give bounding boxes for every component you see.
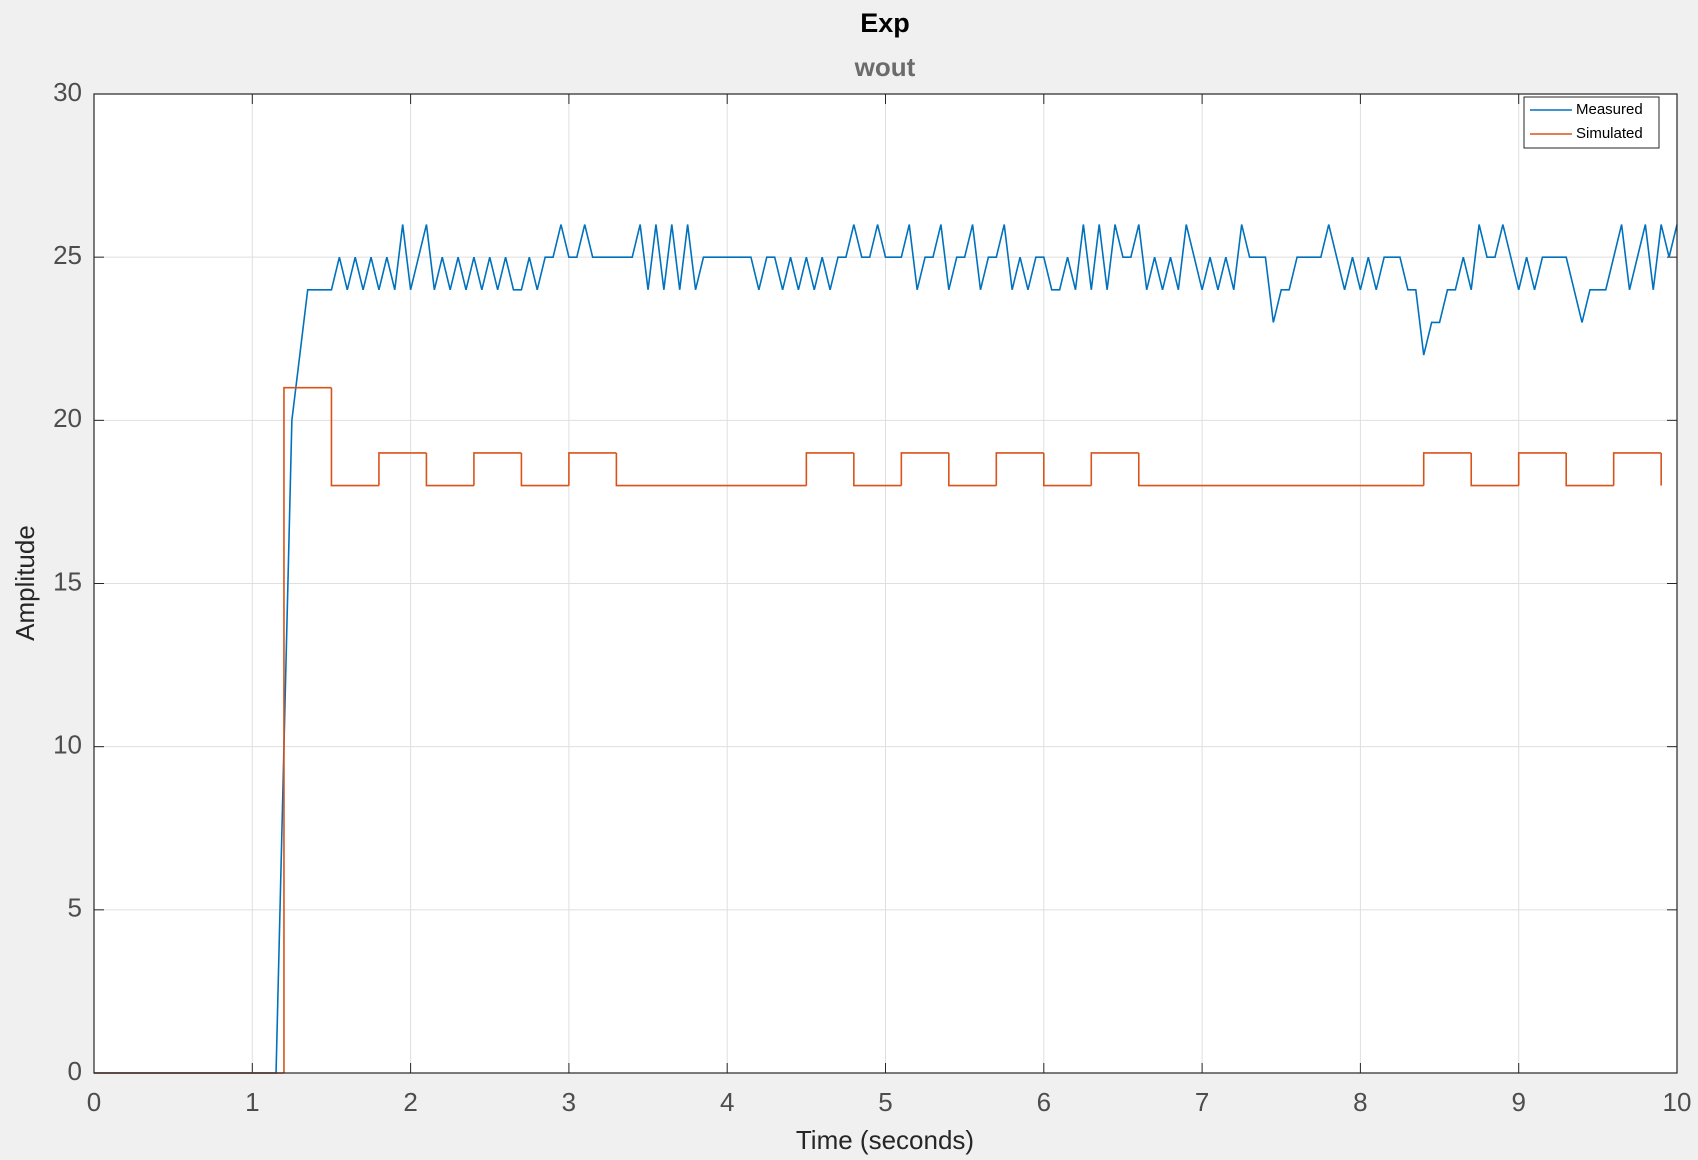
step-segment: [1090, 452, 1139, 486]
step-segment: [1470, 452, 1519, 487]
chart-title: Exp: [860, 8, 910, 38]
step-segment: [995, 452, 1044, 486]
y-tick-label: 20: [53, 403, 82, 433]
step-segment: [853, 452, 902, 487]
step-segment: [520, 452, 569, 487]
x-tick-label: 4: [720, 1087, 734, 1117]
x-tick-label: 10: [1663, 1087, 1692, 1117]
legend-label: Simulated: [1576, 125, 1643, 142]
line-series: [94, 224, 1678, 1074]
step-segment: [473, 452, 522, 486]
step-segment: [378, 452, 427, 486]
x-tick-label: 9: [1511, 1087, 1525, 1117]
axes-box: [93, 93, 1678, 1074]
step-segment: [1137, 452, 1424, 487]
y-tick-label: 5: [68, 893, 82, 923]
step-segment: [568, 452, 617, 486]
step-segment: [330, 387, 379, 487]
x-tick-label: 7: [1195, 1087, 1209, 1117]
x-tick-label: 6: [1037, 1087, 1051, 1117]
step-segment: [1043, 452, 1092, 487]
step-segment: [1422, 452, 1472, 486]
y-tick-label: 10: [53, 730, 82, 760]
x-tick-label: 5: [878, 1087, 892, 1117]
step-segment: [948, 452, 997, 487]
step-segment: [805, 452, 854, 486]
step-segment: [1612, 452, 1662, 486]
step-segment: [425, 452, 474, 487]
y-tick-label: 15: [53, 566, 82, 596]
x-tick-label: 3: [562, 1087, 576, 1117]
y-tick-label: 0: [68, 1056, 82, 1086]
x-axis-label: Time (seconds): [796, 1125, 974, 1155]
y-tick-label: 25: [53, 240, 82, 270]
step-segment: [283, 386, 332, 1073]
x-tick-label: 2: [403, 1087, 417, 1117]
legend-label: Measured: [1576, 101, 1643, 118]
legend-box: [1523, 96, 1660, 149]
step-segment: [1565, 452, 1614, 487]
y-axis-label: Amplitude: [10, 525, 40, 641]
x-tick-label: 8: [1353, 1087, 1367, 1117]
step-segment: [1517, 452, 1567, 486]
x-tick-label: 1: [245, 1087, 259, 1117]
x-tick-label: 0: [87, 1087, 101, 1117]
y-tick-label: 30: [53, 77, 82, 107]
step-segment: [615, 452, 807, 487]
chart-subtitle: wout: [854, 52, 916, 82]
step-segment: [900, 452, 949, 486]
